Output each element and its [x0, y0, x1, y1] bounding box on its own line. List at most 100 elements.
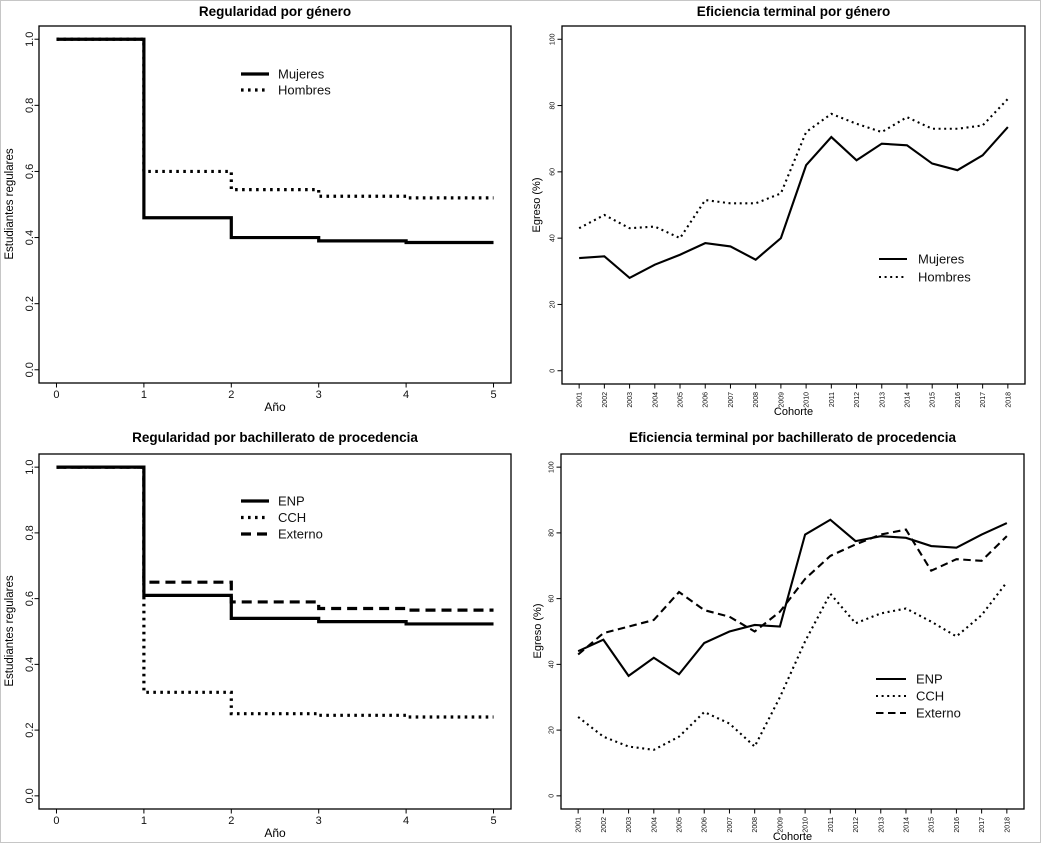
x-tick-label: 2007 [727, 817, 734, 833]
x-tick-label: 2002 [601, 817, 608, 833]
series-hombres [56, 37, 494, 200]
x-tick-label: 1 [141, 815, 147, 827]
y-tick-label: 40 [550, 234, 557, 242]
plot-box [38, 25, 512, 384]
y-tick-label: 0.4 [24, 657, 36, 672]
legend-label-cch: CCH [278, 510, 306, 525]
y-tick-label: 100 [549, 461, 556, 473]
series-hombres [578, 98, 1009, 240]
series-externo [577, 528, 1008, 656]
x-tick-label: 2003 [627, 392, 634, 408]
y-tick-label: 0.6 [24, 591, 36, 606]
x-tick-label: 2017 [980, 392, 987, 408]
y-tick-label: 40 [549, 660, 556, 668]
x-tick-label: 2005 [678, 392, 685, 408]
x-tick-label: 2002 [602, 392, 609, 408]
x-tick-label: 2011 [828, 817, 835, 832]
y-tick-label: 0.2 [24, 722, 36, 737]
x-tick-label: 2004 [652, 392, 659, 408]
legend-label-externo: Externo [916, 706, 961, 721]
x-tick-label: 4 [403, 815, 409, 827]
x-tick-label: 2012 [854, 392, 861, 408]
x-axis: 0 1 2 3 4 5 [53, 383, 497, 401]
plot-canvas-eficiencia-bachillerato: 2001 2002 2003 2004 2005 2006 2007 2008 2009 2010… [549, 453, 1025, 833]
legend-label-enp: ENP [278, 494, 305, 509]
x-tick-label: 2001 [576, 817, 583, 833]
y-tick-label: 0.2 [24, 296, 36, 311]
x-tick-label: 3 [316, 389, 322, 401]
x-tick-label: 1 [141, 389, 147, 401]
legend: Mujeres Hombres [879, 252, 971, 285]
x-tick-label: 5 [490, 389, 496, 401]
x-tick-label: 2009 [777, 817, 784, 833]
x-tick-label: 2013 [879, 392, 886, 408]
series-mujeres [579, 126, 1009, 280]
x-tick-label: 2009 [778, 392, 785, 408]
legend-label-hombres: Hombres [918, 270, 971, 285]
y-tick-label: 0.8 [24, 525, 36, 540]
legend-label-enp: ENP [916, 672, 943, 687]
x-tick-label: 2007 [728, 392, 735, 408]
x-tick-label: 2 [228, 815, 234, 827]
y-tick-label: 20 [549, 726, 556, 734]
x-tick-label: 2018 [1004, 817, 1011, 833]
x-tick-label: 2012 [853, 817, 860, 833]
x-axis-label: Cohorte [773, 406, 814, 418]
x-tick-label: 2004 [651, 817, 658, 833]
series-cch [577, 581, 1008, 751]
plot-box [560, 453, 1025, 810]
y-tick-label: 0.0 [24, 788, 36, 803]
y-tick-label: 80 [550, 102, 557, 110]
series-enp [577, 518, 1008, 678]
y-tick-label: 60 [550, 168, 557, 176]
x-tick-label: 4 [403, 389, 409, 401]
y-tick-label: 60 [549, 595, 556, 603]
x-tick-label: 2011 [829, 392, 836, 407]
x-axis: 2001 2002 2003 2004 2005 2006 2007 2008 2009 2010… [576, 809, 1011, 833]
x-tick-label: 2003 [626, 817, 633, 833]
x-tick-label: 2013 [878, 817, 885, 833]
x-tick-label: 2006 [703, 392, 710, 408]
panel-regularidad-genero: Regularidad por género Estudiantes regul… [1, 1, 521, 422]
x-tick-label: 0 [53, 389, 59, 401]
y-tick-label: 20 [550, 300, 557, 308]
legend-label-hombres: Hombres [278, 83, 331, 98]
x-axis: 0 1 2 3 4 5 [53, 809, 497, 827]
y-tick-label: 1.0 [24, 459, 36, 474]
y-tick-label: 80 [549, 529, 556, 537]
y-tick-label: 1.0 [24, 32, 36, 47]
x-tick-label: 2015 [929, 817, 936, 833]
x-tick-label: 2008 [752, 817, 759, 833]
plot-canvas-eficiencia-genero: 2001 2002 2003 2004 2005 2006 2007 2008 2009 2010… [550, 25, 1026, 408]
y-tick-label: 100 [550, 33, 557, 45]
y-axis: 0 20 40 60 80 100 [549, 461, 561, 798]
y-tick-label: 0 [549, 794, 556, 798]
series-externo [56, 465, 494, 612]
y-axis: 0 20 40 60 80 100 [550, 33, 562, 373]
chart-title: Regularidad por género [198, 4, 352, 19]
legend: ENP CCH Externo [876, 672, 961, 721]
chart-title: Eficiencia terminal por bachillerato de … [628, 430, 957, 445]
legend-label-cch: CCH [916, 689, 944, 704]
x-tick-label: 2014 [904, 392, 911, 408]
legend-label-mujeres: Mujeres [918, 252, 965, 267]
panel-regularidad-bachillerato: Regularidad por bachillerato de proceden… [1, 423, 521, 842]
plot-box [38, 453, 512, 810]
panel-eficiencia-bachillerato: Eficiencia terminal por bachillerato de … [522, 423, 1040, 842]
y-tick-label: 0.6 [24, 164, 36, 179]
x-tick-label: 2017 [979, 817, 986, 833]
x-axis: 2001 2002 2003 2004 2005 2006 2007 2008 2009 2010… [577, 384, 1012, 408]
series-mujeres [56, 37, 494, 245]
legend-label-mujeres: Mujeres [278, 67, 325, 82]
x-tick-label: 2018 [1005, 392, 1012, 408]
x-tick-label: 5 [490, 815, 496, 827]
x-tick-label: 2016 [954, 817, 961, 833]
x-tick-label: 2008 [753, 392, 760, 408]
x-tick-label: 2001 [577, 392, 584, 408]
x-tick-label: 2015 [930, 392, 937, 408]
